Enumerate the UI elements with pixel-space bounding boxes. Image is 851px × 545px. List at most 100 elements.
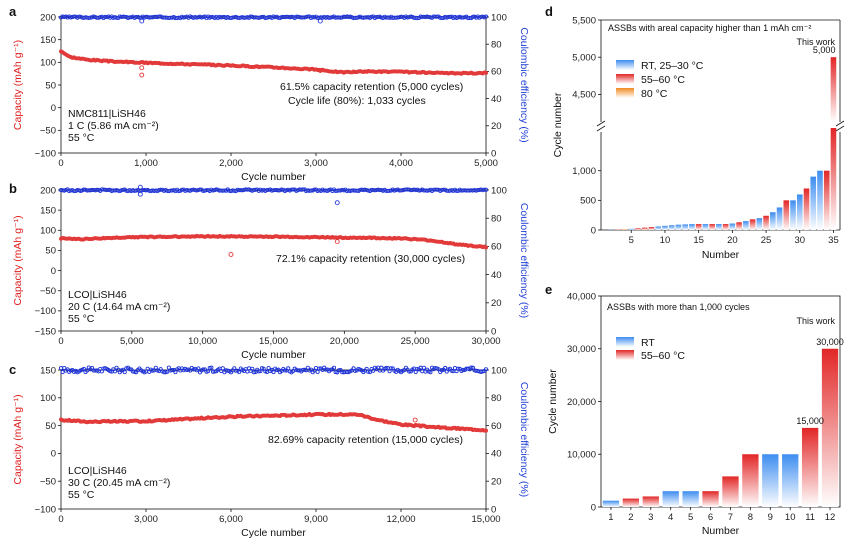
ce-point xyxy=(371,368,376,373)
ce-point xyxy=(214,187,219,192)
bar xyxy=(729,223,736,230)
x-tick-label: 7 xyxy=(728,512,733,523)
ce-point xyxy=(122,370,127,375)
legend-swatch xyxy=(616,350,634,360)
bar xyxy=(782,454,799,507)
capacity-series xyxy=(58,49,488,78)
y2-tick-label: 20 xyxy=(491,298,502,309)
x-axis-label: Number xyxy=(702,249,740,261)
bar xyxy=(716,224,722,230)
panel-c: c 0 3,000 6,000 9,000 12,000 15,000 −100 −50 0 50 1… xyxy=(9,362,530,539)
bar xyxy=(642,496,659,507)
bar xyxy=(648,227,655,230)
ce-outlier xyxy=(137,184,143,190)
ce-point xyxy=(196,366,201,371)
ce-point xyxy=(176,188,181,194)
cell-info: 20 C (14.64 mA cm⁻²) xyxy=(68,301,170,313)
y2-tick-label: 40 xyxy=(491,270,502,281)
x-axis-label: Number xyxy=(702,525,740,537)
x-tick-label: 11 xyxy=(805,512,815,523)
ce-point xyxy=(60,370,65,375)
ce-point xyxy=(291,187,296,192)
y-tick-label: 0 xyxy=(591,225,596,236)
ce-point xyxy=(58,366,64,371)
this-work-label: This work xyxy=(796,37,835,47)
y2-tick-label: 40 xyxy=(491,449,502,460)
capacity-point xyxy=(483,428,488,433)
ce-point xyxy=(286,366,291,371)
ce-point xyxy=(313,365,319,371)
y2-tick-label: 100 xyxy=(491,365,507,376)
y-tick-label: 10,000 xyxy=(567,450,596,461)
y-tick-label: 20,000 xyxy=(567,397,596,408)
ce-point xyxy=(197,187,202,192)
x-tick-label: 9,000 xyxy=(304,514,328,525)
ce-point xyxy=(331,365,337,370)
y-tick-label: 0 xyxy=(51,449,56,460)
y-axis-label-right: Coulombic efficiency (%) xyxy=(518,27,530,142)
x-tick-label: 3,000 xyxy=(134,514,158,525)
x-tick-label: 15 xyxy=(693,235,704,246)
bar xyxy=(736,222,742,230)
y-axis-label-right: Coulombic efficiency (%) xyxy=(518,203,530,318)
bar xyxy=(622,498,640,507)
bar xyxy=(810,176,817,230)
x-tick-label: 1 xyxy=(608,512,613,523)
y2-tick-label: 20 xyxy=(491,477,502,488)
bar xyxy=(830,57,837,123)
ce-point xyxy=(251,370,256,375)
ce-point xyxy=(300,187,305,192)
bar xyxy=(702,224,709,230)
y-tick-label: −100 xyxy=(35,148,56,159)
x-tick-label: 35 xyxy=(828,235,839,246)
x-tick-label: 0 xyxy=(58,514,63,525)
y2-tick-label: 60 xyxy=(491,421,502,432)
bar xyxy=(756,218,763,230)
ce-point xyxy=(407,369,412,374)
ce-point xyxy=(483,367,489,372)
panel-b: b 0 5,000 10,000 15,000 20,000 25,000 30,000 −15… xyxy=(9,181,530,361)
y2-tick-label: 20 xyxy=(491,121,502,132)
y-tick-label: 150 xyxy=(40,365,56,376)
y-tick-label: 150 xyxy=(40,205,56,216)
y-axis-label-left: Capacity (mAh g⁻¹) xyxy=(12,215,24,305)
ce-point xyxy=(282,368,287,373)
this-work-label: This work xyxy=(796,316,835,326)
ce-point xyxy=(206,369,211,374)
bar xyxy=(695,224,702,230)
x-tick-label: 10 xyxy=(785,512,796,523)
x-tick-label: 15,000 xyxy=(259,336,288,347)
ce-point xyxy=(433,366,438,371)
ce-point xyxy=(389,366,394,371)
y-tick-label: 50 xyxy=(45,421,56,432)
bar xyxy=(628,228,635,230)
bar xyxy=(770,212,776,230)
cell-info: NMC811|LiSH46 xyxy=(68,108,146,120)
bar xyxy=(722,476,739,507)
axis-break-mark xyxy=(596,120,606,132)
ce-point xyxy=(413,369,418,375)
x-tick-label: 5,000 xyxy=(474,158,498,169)
bar xyxy=(702,491,719,507)
y2-tick-label: 100 xyxy=(491,12,507,23)
legend-label: RT xyxy=(641,337,655,349)
bar xyxy=(801,427,819,507)
x-tick-label: 20 xyxy=(727,235,738,246)
ce-point xyxy=(312,187,317,192)
y2-tick-label: 80 xyxy=(491,40,502,51)
ce-point xyxy=(201,367,206,372)
bar xyxy=(803,188,810,230)
ce-point xyxy=(225,368,230,373)
axis-break-mark xyxy=(835,120,845,132)
bar xyxy=(668,225,675,230)
ce-point xyxy=(428,370,433,375)
ce-point xyxy=(122,14,127,19)
ce-point xyxy=(114,15,119,20)
cell-info: 1 C (5.86 mA cm⁻²) xyxy=(68,120,159,132)
ce-outlier xyxy=(137,191,143,197)
ce-point xyxy=(461,367,466,373)
bar xyxy=(830,128,837,230)
legend-label: RT, 25–30 °C xyxy=(641,60,704,72)
